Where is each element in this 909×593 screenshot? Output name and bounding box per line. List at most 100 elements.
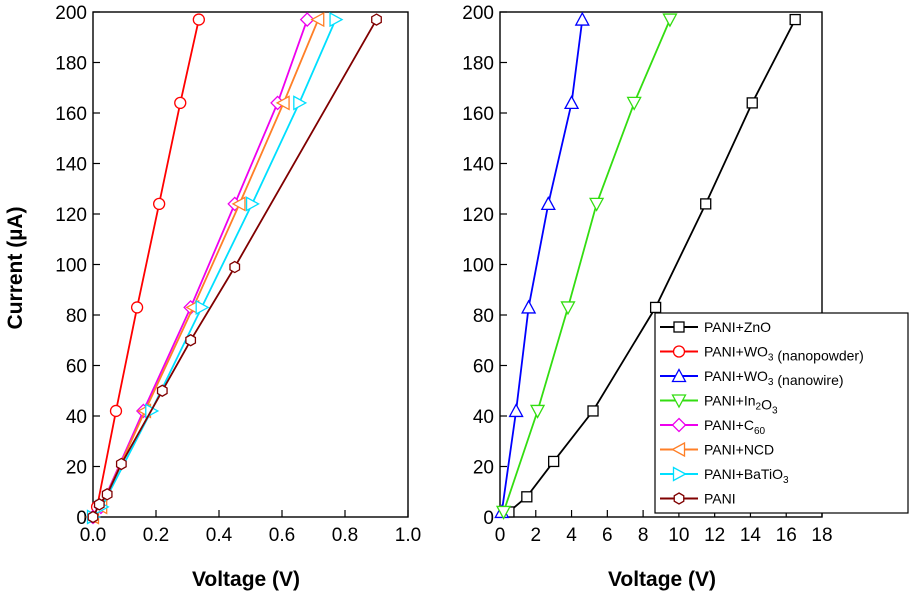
legend-label: PANI+WO3 (nanowire) bbox=[704, 368, 844, 388]
left-panel: 0 20 40 60 80 100 120 140 160 180 200 0.0 0.2 0.4 0.6 0… bbox=[55, 3, 421, 546]
data-point-pani-batio3 bbox=[329, 11, 344, 28]
legend-marker-tri-left bbox=[671, 441, 686, 458]
series-pani-wo3-nanowire bbox=[494, 11, 590, 519]
data-point-pani-zno bbox=[521, 491, 533, 503]
right-panel: 0 20 40 60 80 100 120 140 160 180 200 0 2 4 6 8 10 12 14 16… bbox=[462, 3, 832, 546]
series-pani-batio3 bbox=[86, 11, 344, 525]
left-y-tick-label: 80 bbox=[66, 306, 87, 327]
legend-label: PANI+BaTiO3 bbox=[704, 466, 789, 486]
data-point-pani bbox=[101, 488, 113, 501]
data-point-pani-batio3 bbox=[293, 95, 308, 111]
x-axis-title-left: Voltage (V) bbox=[192, 568, 300, 591]
left-y-tick-label: 40 bbox=[66, 407, 87, 428]
left-x-tick-label: 0.2 bbox=[143, 525, 169, 546]
left-x-tick-label: 0.4 bbox=[206, 525, 233, 546]
data-point-pani-wo3-nanowire bbox=[521, 299, 537, 314]
legend-item-pani-c60: PANI+C60 bbox=[660, 417, 765, 437]
left-x-tick-label: 0.8 bbox=[332, 525, 358, 546]
right-x-tick-label: 6 bbox=[602, 525, 613, 546]
right-x-tick-label: 0 bbox=[495, 525, 506, 546]
data-point-pani-c60 bbox=[299, 12, 315, 27]
series-line-pani-c60 bbox=[93, 19, 309, 517]
left-x-tick-label: 0.6 bbox=[269, 525, 295, 546]
left-y-tick-label: 160 bbox=[55, 104, 87, 125]
data-point-pani bbox=[371, 13, 382, 26]
left-y-tick-label: 0 bbox=[76, 508, 87, 529]
data-point-pani-in2o3 bbox=[662, 13, 678, 28]
series-line-pani-wo3-nanowire bbox=[500, 19, 584, 513]
data-point-pani-zno bbox=[548, 455, 560, 468]
data-point-pani-wo3-nanopowder bbox=[152, 197, 166, 211]
data-point-pani-wo3-nanowire bbox=[563, 95, 580, 110]
legend-box bbox=[654, 312, 909, 514]
right-x-tick-label: 14 bbox=[740, 525, 762, 546]
right-y-tick-label: 180 bbox=[462, 54, 494, 75]
legend-item-pani-batio3: PANI+BaTiO3 bbox=[660, 466, 789, 486]
left-x-tick-label: 0.0 bbox=[80, 525, 106, 546]
left-y-tick-label: 180 bbox=[55, 54, 87, 75]
right-x-tick-label: 12 bbox=[704, 525, 725, 546]
data-point-pani-batio3 bbox=[245, 196, 260, 212]
legend-marker-hexagon bbox=[673, 492, 685, 505]
series-pani-ncd bbox=[85, 11, 325, 525]
data-point-pani-ncd bbox=[231, 196, 246, 212]
legend-item-pani-ncd: PANI+NCD bbox=[660, 442, 774, 458]
right-x-tick-label: 4 bbox=[566, 525, 577, 546]
y-axis-title: Current (µA) bbox=[4, 207, 27, 330]
data-point-pani-zno bbox=[587, 405, 599, 417]
right-x-tick-label: 8 bbox=[638, 525, 649, 546]
data-point-pani-ncd bbox=[310, 11, 325, 28]
legend-marker-tri-up bbox=[671, 368, 687, 383]
right-y-tick-label: 40 bbox=[473, 407, 494, 428]
left-y-tick-label: 60 bbox=[66, 357, 87, 378]
left-plot-frame bbox=[92, 11, 409, 518]
legend-marker-tri-down bbox=[671, 394, 687, 409]
legend: PANI+ZnO PANI+WO3 (nanopowder) PANI+WO3 (n… bbox=[654, 312, 909, 514]
legend-item-pani-zno: PANI+ZnO bbox=[660, 319, 771, 335]
data-point-pani bbox=[87, 510, 99, 524]
legend-label: PANI bbox=[704, 491, 736, 507]
left-y-tick-label: 120 bbox=[55, 205, 87, 226]
legend-marker-tri-right bbox=[672, 466, 687, 482]
data-point-pani-zno bbox=[746, 97, 758, 109]
legend-label: PANI+NCD bbox=[704, 442, 774, 458]
data-point-pani bbox=[156, 384, 168, 398]
data-point-pani bbox=[185, 333, 197, 347]
data-point-pani-zno bbox=[700, 198, 712, 210]
data-point-pani-wo3-nanopowder bbox=[130, 301, 144, 314]
left-y-tick-label: 140 bbox=[55, 155, 87, 176]
right-y-tick-label: 200 bbox=[462, 3, 494, 24]
data-point-pani bbox=[93, 498, 105, 511]
data-point-pani-zno bbox=[789, 13, 801, 26]
data-point-pani-ncd bbox=[275, 95, 290, 111]
right-x-tick-label: 18 bbox=[811, 525, 832, 546]
legend-item-pani: PANI bbox=[660, 491, 736, 507]
data-point-pani-wo3-nanowire bbox=[540, 196, 556, 211]
left-x-tick-label: 1.0 bbox=[395, 525, 421, 546]
legend-label: PANI+ZnO bbox=[704, 319, 771, 335]
left-y-tick-label: 200 bbox=[55, 3, 87, 24]
data-point-pani-zno bbox=[649, 301, 662, 314]
right-x-tick-label: 10 bbox=[668, 525, 689, 546]
data-point-pani-in2o3 bbox=[589, 197, 605, 212]
legend-label: PANI+WO3 (nanopowder) bbox=[704, 344, 864, 364]
data-point-pani-batio3 bbox=[195, 299, 210, 316]
legend-marker-square bbox=[673, 321, 685, 333]
right-x-tick-label: 2 bbox=[530, 525, 541, 546]
series-line-pani-ncd bbox=[93, 19, 320, 517]
legend-item-pani-wo3-nanowire: PANI+WO3 (nanowire) bbox=[660, 368, 844, 388]
data-point-pani bbox=[229, 260, 241, 274]
right-y-tick-label: 20 bbox=[473, 458, 494, 479]
legend-item-pani-in2o3: PANI+In2O3 bbox=[660, 393, 778, 417]
legend-item-pani-wo3-nanopowder: PANI+WO3 (nanopowder) bbox=[660, 344, 864, 364]
series-line-pani-wo3-nanopowder bbox=[93, 19, 200, 517]
data-point-pani-wo3-nanowire bbox=[508, 403, 524, 418]
data-point-pani-wo3-nanopowder bbox=[174, 96, 187, 110]
series-pani bbox=[87, 13, 382, 524]
right-y-tick-label: 80 bbox=[473, 306, 494, 327]
right-y-tick-label: 140 bbox=[462, 155, 494, 176]
right-y-tick-label: 60 bbox=[473, 357, 494, 378]
data-point-pani-in2o3 bbox=[529, 404, 546, 419]
series-pani-in2o3 bbox=[495, 13, 678, 520]
